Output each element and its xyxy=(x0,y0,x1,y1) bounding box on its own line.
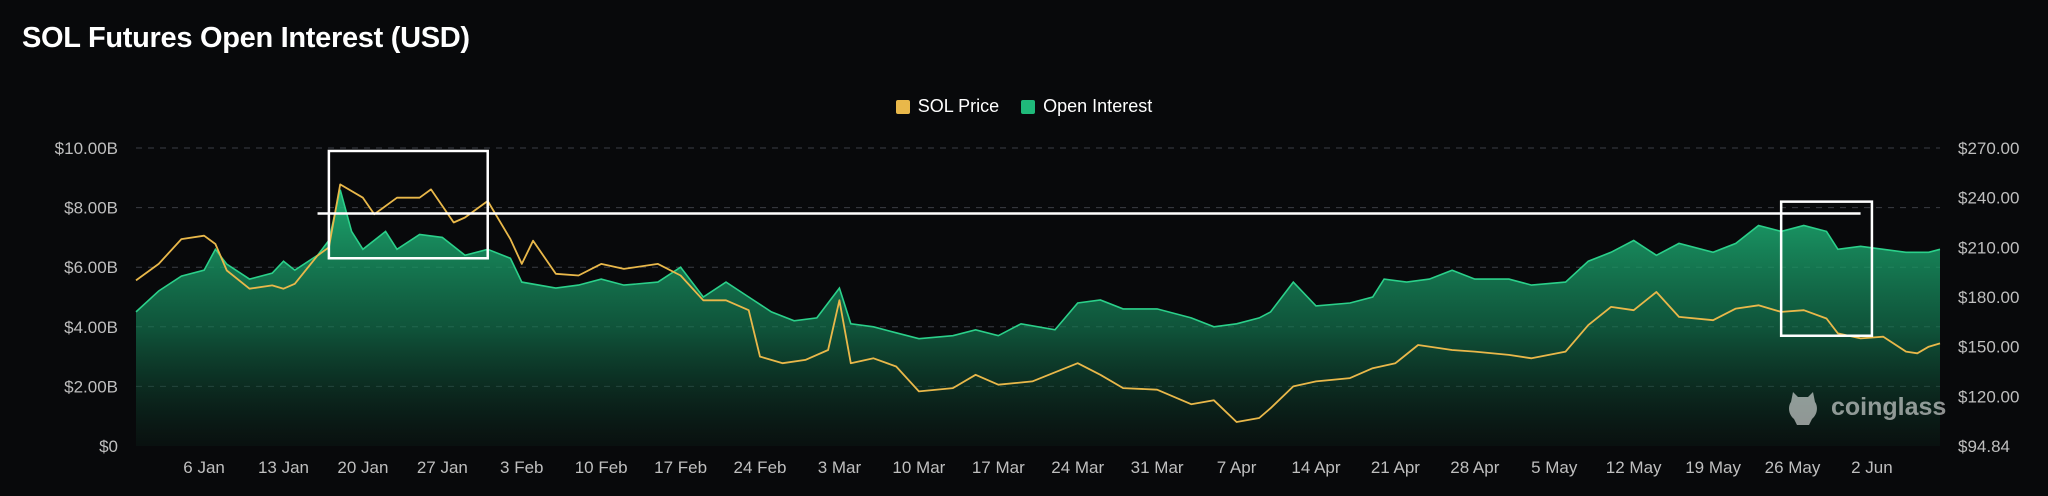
y-left-tick-label: $2.00B xyxy=(64,377,118,396)
open-interest-area xyxy=(136,189,1940,446)
open-interest-line xyxy=(135,189,1941,340)
y-left-tick-label: $8.00B xyxy=(64,199,118,218)
x-tick-label: 3 Mar xyxy=(818,458,862,477)
x-tick-label: 5 May xyxy=(1531,458,1578,477)
x-tick-label: 24 Mar xyxy=(1051,458,1104,477)
y-left-tick-label: $4.00B xyxy=(64,318,118,337)
coinglass-logo-icon xyxy=(1789,392,1817,425)
x-tick-label: 17 Feb xyxy=(654,458,707,477)
x-tick-label: 6 Jan xyxy=(183,458,225,477)
x-tick-label: 10 Mar xyxy=(892,458,945,477)
y-left-tick-label: $6.00B xyxy=(64,258,118,277)
legend-label-open-interest: Open Interest xyxy=(1043,96,1153,116)
coinglass-watermark: coinglass xyxy=(1785,388,1946,426)
x-tick-label: 26 May xyxy=(1765,458,1821,477)
y-right-tick-label: $120.00 xyxy=(1958,387,2019,406)
legend-item-price[interactable]: SOL Price xyxy=(895,96,1000,117)
x-tick-label: 28 Apr xyxy=(1450,458,1499,477)
chart-title: SOL Futures Open Interest (USD) xyxy=(22,22,470,54)
y-right-tick-label: $150.00 xyxy=(1958,338,2019,357)
legend-swatch-open-interest xyxy=(1021,99,1036,114)
x-tick-label: 24 Feb xyxy=(734,458,787,477)
y-left-tick-label: $0 xyxy=(99,437,118,456)
y-right-tick-label: $210.00 xyxy=(1958,238,2019,257)
x-tick-label: 2 Jun xyxy=(1851,458,1893,477)
x-tick-label: 7 Apr xyxy=(1217,458,1257,477)
x-tick-label: 14 Apr xyxy=(1291,458,1340,477)
x-tick-label: 21 Apr xyxy=(1371,458,1420,477)
x-tick-label: 10 Feb xyxy=(575,458,628,477)
x-tick-label: 12 May xyxy=(1606,458,1662,477)
legend-item-open-interest[interactable]: Open Interest xyxy=(1021,96,1152,117)
legend-swatch-price xyxy=(895,99,910,114)
legend: SOL Price Open Interest xyxy=(0,96,2048,117)
y-right-tick-label: $94.84 xyxy=(1958,437,2010,456)
x-tick-label: 17 Mar xyxy=(972,458,1025,477)
x-tick-label: 13 Jan xyxy=(258,458,309,477)
y-right-tick-label: $270.00 xyxy=(1958,139,2019,158)
x-tick-label: 19 May xyxy=(1685,458,1741,477)
annotation-box xyxy=(327,149,489,260)
watermark-text: coinglass xyxy=(1831,392,1947,421)
y-right-tick-label: $240.00 xyxy=(1958,189,2019,208)
y-left-tick-label: $10.00B xyxy=(55,139,118,158)
x-tick-label: 27 Jan xyxy=(417,458,468,477)
x-tick-label: 3 Feb xyxy=(500,458,543,477)
legend-label-price: SOL Price xyxy=(917,96,1000,116)
x-tick-label: 20 Jan xyxy=(337,458,388,477)
annotation-box xyxy=(1779,200,1874,337)
sol-price-line xyxy=(135,183,1941,423)
x-tick-label: 31 Mar xyxy=(1131,458,1184,477)
y-right-tick-label: $180.00 xyxy=(1958,288,2019,307)
